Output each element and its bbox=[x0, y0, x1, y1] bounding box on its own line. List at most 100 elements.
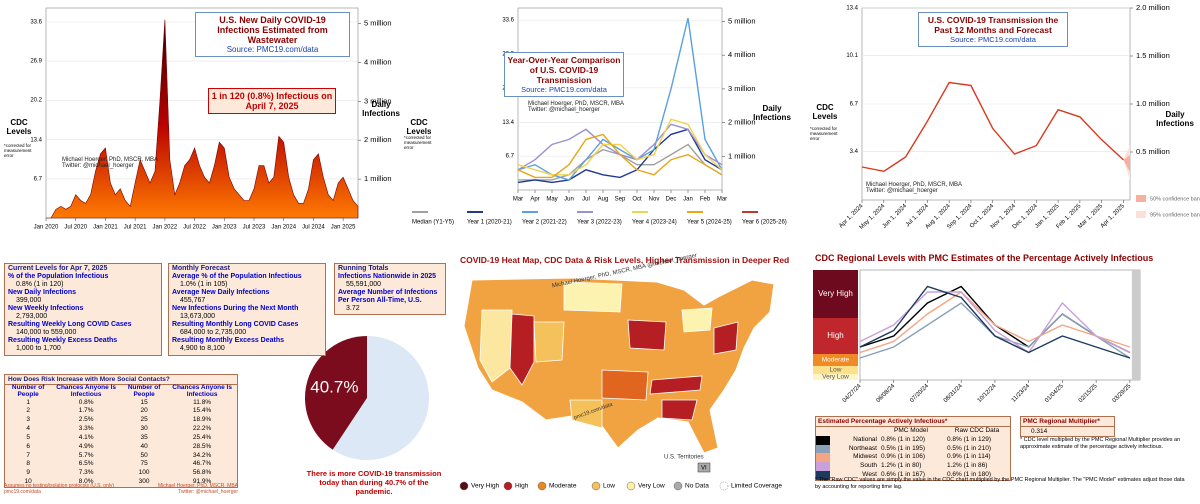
state-region bbox=[661, 399, 698, 421]
regional-table-title: Estimated Percentage Actively Infectious… bbox=[816, 417, 1010, 427]
legend-label: Moderate bbox=[549, 483, 577, 490]
map: Michael Hoerger, PhD, MSCR, MBA @michael… bbox=[459, 253, 782, 491]
chart-title: CDC Regional Levels with PMC Estimates o… bbox=[815, 253, 1153, 263]
credit: Michael Hoerger, PhD, MSCR, MBA Twitter: … bbox=[528, 101, 624, 113]
legend-label: 95% confidence band bbox=[1150, 212, 1200, 218]
table-cell: 0.8% (1 in 120) bbox=[881, 435, 926, 443]
map-panel: COVID-19 Heat Map, CDC Data & Risk Level… bbox=[452, 250, 802, 504]
x-tick-label: Sep bbox=[615, 197, 626, 203]
table-cell: 46.7% bbox=[192, 460, 212, 468]
legend-label: Year 5 (2024-25) bbox=[687, 220, 732, 226]
x-tick-label: Jan 2024 bbox=[271, 225, 296, 231]
credit: Michael Hoerger, PhD, MSCR, MBA Twitter: … bbox=[866, 182, 962, 194]
panel-title: Current Levels for Apr 7, 2025 bbox=[8, 265, 108, 272]
table-cell: 10 bbox=[24, 477, 32, 485]
table-cell: 20 bbox=[140, 407, 148, 415]
y-axis-note-text: *corrected for measurement error bbox=[404, 135, 432, 150]
legend-swatch bbox=[626, 481, 636, 491]
level-band bbox=[813, 318, 858, 354]
legend-label: Year 2 (2021-22) bbox=[522, 220, 567, 226]
x-tick-label: 08/31/24 bbox=[943, 383, 964, 404]
x-tick-label: Jul 2022 bbox=[183, 225, 206, 231]
level-label: Very Low bbox=[822, 374, 849, 381]
y2-axis-label: Daily Infections bbox=[362, 100, 400, 118]
table-row: West 0.6% (1 in 167) 0.6% (1 in 180) bbox=[816, 471, 1010, 480]
x-tick-label: 07/20/24 bbox=[909, 383, 930, 404]
x-tick-label: Apr bbox=[530, 197, 539, 203]
y-axis-label-text: CDC Levels bbox=[6, 118, 32, 136]
x-tick-label: Jan bbox=[683, 197, 693, 203]
panel-label: Average % of the Population Infectious bbox=[172, 273, 302, 281]
legend-label: Very High bbox=[471, 483, 500, 490]
table-cell: 1.2% (1 in 80) bbox=[881, 462, 922, 470]
legend-swatch bbox=[459, 481, 469, 491]
table-row: National 0.8% (1 in 120) 0.8% (1 in 129) bbox=[816, 435, 1010, 445]
table-row: 3 2.5% 25 18.9% bbox=[5, 416, 237, 425]
table-row: 10 8.0% 300 91.9% bbox=[5, 478, 237, 487]
x-tick-label: 06/08/24 bbox=[876, 383, 897, 404]
x-tick-label: Feb bbox=[700, 197, 711, 203]
forecast-band-50 bbox=[1123, 155, 1130, 172]
line bbox=[859, 285, 1131, 359]
risk-notes: Assumes no testing/isolation protocols (… bbox=[4, 483, 238, 495]
y2-axis-label-text: Daily Infections bbox=[362, 100, 400, 118]
panel-value: 2,793,000 bbox=[16, 313, 48, 321]
panel-label: Average New Daily Infections bbox=[172, 289, 270, 297]
table-cell: 0.5% (1 in 210) bbox=[946, 444, 992, 452]
panel-value: 140,000 to 559,000 bbox=[16, 329, 77, 337]
legend-label: High bbox=[515, 483, 529, 490]
table-cell: Northeast bbox=[816, 444, 878, 454]
y-tick-label: 3.4 bbox=[850, 149, 859, 155]
table-cell: 2.5% bbox=[78, 416, 94, 424]
x-tick-label: 03/29/25 bbox=[1112, 383, 1133, 404]
x-tick-label: Dec bbox=[666, 197, 677, 203]
level-band bbox=[813, 270, 858, 318]
y-tick-label: 26.9 bbox=[30, 59, 42, 65]
table-cell: 7 bbox=[26, 451, 30, 459]
panel-title: Monthly Forecast bbox=[172, 265, 230, 272]
note: Michael Hoerger, PhD, MSCR, MBA bbox=[157, 483, 238, 489]
regional-table-panel: Estimated Percentage Actively Infectious… bbox=[815, 416, 1011, 481]
y-axis-note-text: *corrected for measurement error bbox=[4, 143, 32, 158]
level-band bbox=[813, 354, 858, 366]
state-region bbox=[601, 369, 649, 401]
credit-text: Michael Hoerger, PhD, MSCR, MBA bbox=[528, 101, 625, 107]
chart-title-text: CDC Regional Levels with PMC Estimates o… bbox=[815, 253, 1154, 263]
table-row: Midwest 0.9% (1 in 106) 0.9% (1 in 114) bbox=[816, 453, 1010, 463]
y2-tick-label: 4 million bbox=[364, 57, 392, 66]
y2-tick-label: 0.5 million bbox=[1136, 147, 1170, 156]
credit-text: Michael Hoerger, PhD, MSCR, MBA bbox=[866, 182, 963, 188]
column-header: Chances Anyone Is Infectious bbox=[172, 384, 232, 398]
legend-label: Low bbox=[603, 483, 615, 490]
panel-label: Resulting Monthly Long COVID Cases bbox=[172, 321, 299, 329]
regional-table: PMC Model Raw CDC Data National 0.8% (1 in … bbox=[816, 427, 1010, 480]
y-axis-label-text: CDC Levels bbox=[406, 118, 432, 136]
table-cell: 34.2% bbox=[192, 451, 212, 459]
table-cell: West bbox=[816, 471, 878, 480]
legend-label: Limited Coverage bbox=[731, 483, 782, 490]
panel-value: 399,000 bbox=[16, 297, 42, 305]
x-tick-label: 04/27/24 bbox=[842, 383, 863, 404]
y2-tick-label: 4 million bbox=[728, 50, 756, 59]
chart-panel: 04/27/24 06/08/24 07/20/24 08/31/24 10/12/24… bbox=[805, 250, 1200, 415]
table-cell: 7.3% bbox=[78, 469, 94, 477]
table-cell: 1.2% (1 in 86) bbox=[946, 462, 988, 470]
annotation-box-text: 1 in 120 (0.8%) Infectious on April 7, 2… bbox=[211, 91, 333, 111]
x-tick-label: Nov bbox=[649, 197, 660, 203]
panel-label: Resulting Weekly Long COVID Cases bbox=[8, 321, 132, 329]
table-cell: 0.8% bbox=[78, 398, 94, 406]
title-box: U.S. COVID-19 Transmission the Past 12 M… bbox=[918, 12, 1068, 47]
table-cell: 18.9% bbox=[192, 416, 212, 424]
title-box: U.S. New Daily COVID-19 Infections Estim… bbox=[195, 12, 350, 57]
note: pmc19.com/data bbox=[4, 489, 41, 495]
line bbox=[859, 291, 1131, 354]
x-tick-label: Jan 2020 bbox=[34, 225, 59, 231]
x-tick-label: Jun 1, 2024 bbox=[882, 203, 909, 230]
level-label: Very High bbox=[818, 289, 853, 298]
pie-chart: 40.7% bbox=[305, 336, 429, 460]
panel-value: 455,767 bbox=[180, 297, 206, 305]
y2-tick-label: 1 million bbox=[364, 174, 392, 183]
table-cell: 4.1% bbox=[78, 433, 94, 441]
